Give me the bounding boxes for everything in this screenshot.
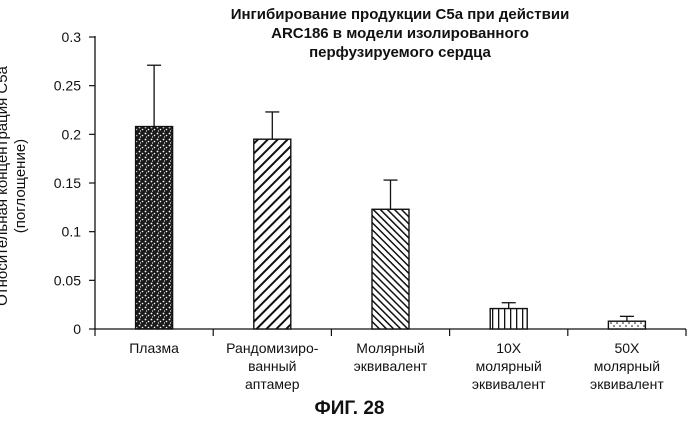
bars bbox=[136, 65, 646, 329]
x-category-label: эквивалент bbox=[472, 376, 546, 392]
x-category-label: молярный bbox=[476, 358, 542, 374]
figure-caption: ФИГ. 28 bbox=[0, 398, 699, 420]
y-tick-label: 0.25 bbox=[54, 78, 81, 94]
bar bbox=[372, 209, 409, 329]
x-category-label: эквивалент bbox=[590, 376, 664, 392]
y-tick-label: 0 bbox=[73, 321, 81, 337]
x-category-label: Рандомизиро- bbox=[226, 340, 319, 356]
y-tick-label: 0.15 bbox=[54, 175, 81, 191]
x-category-label: ванный bbox=[248, 358, 296, 374]
bar bbox=[254, 139, 291, 329]
x-category-label: 50X bbox=[614, 340, 640, 356]
bar bbox=[136, 127, 173, 329]
y-tick-label: 0.2 bbox=[62, 126, 82, 142]
bar bbox=[608, 321, 645, 329]
bar bbox=[490, 309, 527, 329]
y-tick-label: 0.3 bbox=[62, 29, 82, 45]
x-category-label: Молярный bbox=[356, 340, 424, 356]
x-category-label: 10X bbox=[496, 340, 522, 356]
x-category-label: молярный bbox=[594, 358, 660, 374]
y-tick-label: 0.05 bbox=[54, 272, 81, 288]
x-category-label: Плазма bbox=[129, 340, 179, 356]
category-labels: Плазма Рандомизиро-ванный аптамер Молярный э… bbox=[129, 340, 664, 392]
x-category-label: аптамер bbox=[245, 376, 300, 392]
y-tick-label: 0.1 bbox=[62, 224, 82, 240]
x-category-label: эквивалент bbox=[354, 358, 428, 374]
